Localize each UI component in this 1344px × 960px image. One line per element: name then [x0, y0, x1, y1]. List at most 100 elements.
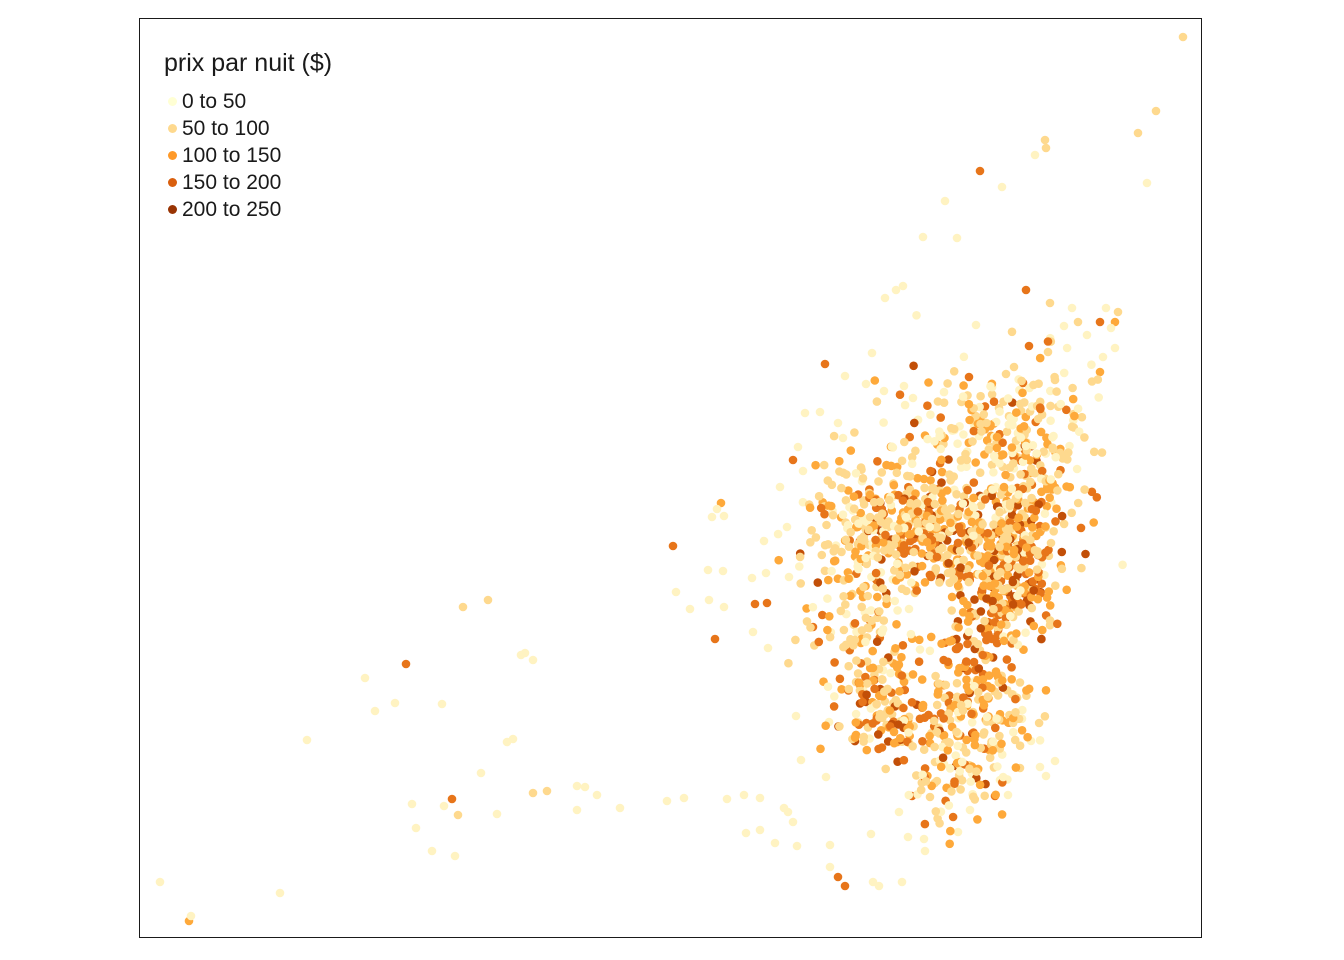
listing-point [988, 485, 997, 494]
listing-point [984, 631, 993, 640]
listing-point [980, 616, 989, 626]
listing-point [982, 624, 992, 633]
listing-point [750, 599, 760, 609]
listing-point [923, 401, 932, 411]
listing-point [874, 744, 883, 754]
listing-point [919, 834, 929, 844]
listing-point [814, 637, 824, 647]
listing-point [993, 762, 1002, 771]
listing-point [841, 496, 851, 505]
listing-point [668, 541, 678, 551]
listing-point [891, 644, 900, 653]
listing-point [854, 519, 863, 528]
listing-point [829, 547, 838, 556]
listing-point [886, 668, 895, 678]
listing-point [998, 676, 1007, 685]
listing-point [856, 508, 865, 518]
listing-point [823, 625, 832, 635]
listing-point [956, 563, 965, 572]
listing-point [755, 825, 765, 835]
listing-point [858, 697, 867, 707]
listing-point [873, 592, 882, 602]
listing-point [925, 522, 935, 532]
listing-point [1004, 420, 1014, 429]
listing-point [900, 400, 910, 410]
listing-point [850, 733, 860, 742]
listing-point [1001, 470, 1010, 480]
listing-point [881, 764, 890, 774]
listing-point [979, 581, 988, 590]
listing-point [1051, 452, 1060, 462]
listing-point [899, 541, 909, 550]
listing-point [808, 602, 818, 612]
listing-point [1151, 106, 1161, 116]
listing-point [866, 829, 876, 839]
listing-point [1080, 433, 1089, 442]
listing-point [841, 535, 851, 545]
listing-point [949, 367, 959, 376]
listing-point [964, 577, 974, 587]
listing-point [830, 658, 839, 667]
listing-point [1041, 771, 1051, 781]
listing-point [969, 503, 978, 512]
listing-point [837, 483, 846, 493]
listing-point [893, 698, 903, 708]
listing-point [938, 753, 948, 762]
listing-point [747, 573, 757, 583]
listing-point [892, 468, 902, 478]
listing-point [872, 637, 882, 646]
listing-point [879, 386, 889, 396]
listing-point [998, 585, 1008, 595]
listing-point [920, 846, 930, 856]
listing-point [1080, 485, 1089, 494]
listing-point [741, 828, 751, 838]
listing-point [722, 794, 732, 804]
listing-point [887, 442, 897, 452]
listing-point [966, 777, 975, 786]
listing-point [926, 466, 935, 476]
listing-point [861, 613, 871, 623]
listing-point [889, 738, 899, 748]
listing-point [997, 519, 1006, 528]
listing-point [935, 819, 944, 828]
listing-point [1028, 441, 1038, 450]
listing-point [592, 790, 602, 800]
listing-point [849, 492, 859, 501]
listing-point [1032, 449, 1041, 458]
listing-point [1095, 317, 1105, 327]
listing-point [796, 579, 805, 588]
listing-point [956, 463, 966, 472]
listing-point [933, 690, 943, 699]
listing-point [983, 692, 993, 701]
listing-point [924, 378, 933, 387]
listing-point [929, 716, 939, 726]
listing-point [868, 719, 878, 728]
legend-label: 200 to 250 [182, 197, 282, 221]
listing-point [940, 196, 950, 206]
listing-point [998, 772, 1008, 782]
listing-point [945, 578, 954, 588]
listing-point [917, 675, 927, 684]
listing-point [925, 792, 935, 802]
listing-point [1007, 484, 1017, 494]
listing-point [982, 594, 991, 603]
listing-point [878, 538, 888, 547]
listing-point [862, 679, 872, 688]
listing-point [835, 722, 844, 731]
listing-point [930, 486, 940, 495]
legend-label: 0 to 50 [182, 89, 247, 113]
listing-point [1035, 403, 1045, 412]
listing-point [1097, 448, 1107, 457]
listing-point [987, 683, 996, 693]
listing-point [865, 512, 875, 522]
listing-point [953, 439, 962, 449]
listing-point [1007, 443, 1017, 452]
listing-point [1003, 394, 1013, 403]
legend-swatch [168, 97, 177, 106]
listing-point [838, 433, 848, 443]
listing-point [939, 387, 949, 397]
listing-point [971, 458, 980, 467]
listing-point [1014, 513, 1023, 522]
legend-item-100-150: 100 to 150 [164, 142, 332, 169]
listing-point [957, 757, 967, 767]
